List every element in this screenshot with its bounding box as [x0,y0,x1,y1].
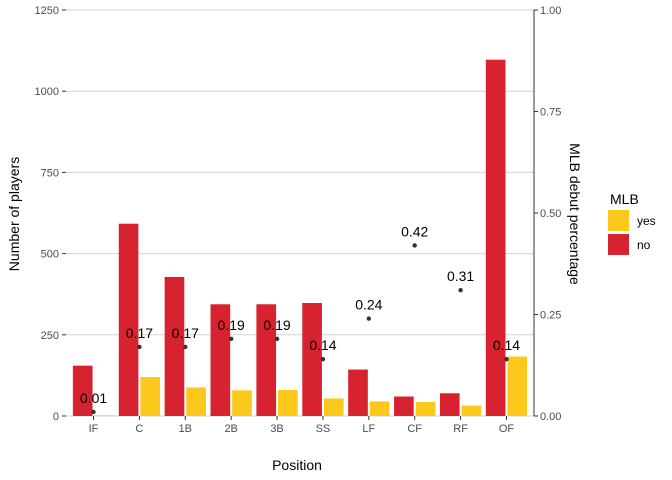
y2-tick-label: 0.50 [540,208,561,220]
debut-point [458,287,463,293]
y2-tick-label: 0.75 [540,107,561,119]
x-axis: IF C 1B 2B 3B SS LF CF RF OF [89,416,515,435]
x-tick-label: LF [362,423,375,435]
debut-point [228,336,234,342]
bar-no-LF [348,369,368,416]
legend-key-yes [608,210,629,231]
bar-no-C [118,223,139,416]
bars [72,59,528,417]
bar-yes-OF [507,356,528,416]
debut-label: 0.19 [263,317,290,333]
debut-point [91,409,96,415]
debut-label: 0.31 [447,268,474,284]
debut-point [366,316,372,321]
x-tick-label: C [135,423,143,435]
debut-label: 0.14 [309,337,336,353]
x-tick-label: CF [407,423,422,435]
debut-point [183,344,188,350]
y2-axis-title: MLB debut percentage [567,143,583,285]
x-tick-label: IF [89,423,99,435]
y-axis-title: Number of players [6,157,22,271]
x-tick-label: 2B [224,423,237,435]
y-tick-label: 1250 [35,5,59,17]
y2-tick-label: 0.00 [540,411,561,423]
y-tick-label: 500 [41,249,59,261]
debut-label: 0.17 [126,325,153,341]
bar-no-SS [302,302,322,416]
bar-yes-C [140,377,161,416]
legend-label-no: no [637,238,651,252]
bar-no-OF [485,59,506,417]
bar-no-IF [72,365,93,416]
y2-tick-label: 1.00 [540,5,561,17]
x-tick-label: OF [499,423,515,435]
bar-yes-IF [94,415,115,416]
bar-yes-CF [415,402,436,416]
y-axis-left: 0 250 500 750 1000 1250 [35,5,66,423]
x-tick-label: 1B [179,423,192,435]
y2-tick-label: 0.25 [540,310,561,322]
bar-no-RF [439,393,460,416]
debut-point [412,243,417,248]
debut-label: 0.17 [172,325,199,341]
bar-no-1B [164,276,185,416]
x-tick-label: SS [316,423,331,435]
y-axis-right: 0.00 0.25 0.50 0.75 1.00 [533,5,561,423]
x-tick-label: 3B [270,423,283,435]
debut-label: 0.01 [80,390,107,406]
bar-yes-2B [232,390,252,416]
y-tick-label: 0 [53,411,59,423]
x-axis-title: Position [272,457,322,473]
bar-no-3B [256,304,277,416]
debut-points: 0.01 0.17 0.17 0.19 0.19 0.14 0.24 0.42 0.31 0.14 [80,223,520,415]
bar-yes-RF [461,405,482,416]
debut-label: 0.14 [493,337,520,353]
debut-point [320,356,326,362]
debut-label: 0.19 [218,317,245,333]
debut-point [504,356,509,362]
x-tick-label: RF [453,423,468,435]
y-tick-label: 750 [41,167,59,179]
bar-no-CF [394,396,414,416]
legend: MLB yes no [608,191,656,255]
debut-point [137,344,142,350]
bar-yes-LF [369,401,390,416]
bar-yes-SS [323,398,344,416]
bar-no-2B [210,304,231,416]
legend-label-yes: yes [637,214,656,228]
y-tick-label: 1000 [35,86,59,98]
debut-point [274,336,280,342]
bar-yes-3B [278,390,298,416]
y-tick-label: 250 [41,330,59,342]
legend-key-no [608,234,629,255]
legend-title: MLB [610,191,639,207]
bar-yes-1B [186,387,206,416]
debut-label: 0.42 [401,223,428,239]
debut-label: 0.24 [355,297,382,313]
